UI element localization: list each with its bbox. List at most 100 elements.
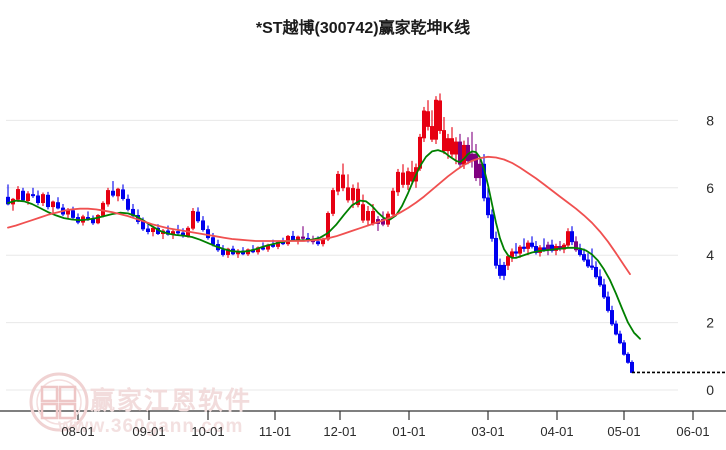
candle-body-down xyxy=(630,361,635,373)
candle-body-down xyxy=(36,195,41,204)
candle-body-doji xyxy=(300,236,305,239)
candle-body-up xyxy=(461,144,466,165)
candle-body-up xyxy=(421,110,426,139)
candle-body-down xyxy=(20,190,25,201)
candle-body-up xyxy=(190,210,195,229)
candle-body-down xyxy=(260,247,265,250)
x-axis-tick-label: 08-01 xyxy=(61,424,95,439)
candle-body-down xyxy=(290,235,295,241)
candle-body-down xyxy=(111,190,116,196)
candle-body-up xyxy=(96,215,101,224)
moving-average-lines xyxy=(7,149,641,340)
candle-body-up xyxy=(425,111,430,127)
gridlines xyxy=(6,119,678,391)
candle-body-down xyxy=(145,228,150,233)
candle-body-down xyxy=(6,196,11,205)
candle-body-down xyxy=(610,310,615,325)
candle-body-up xyxy=(505,256,510,266)
candle-body-up xyxy=(335,173,340,192)
candle-body-up xyxy=(433,99,438,140)
candle-body-down xyxy=(485,197,490,216)
candle-body-down xyxy=(622,342,627,355)
candle-body-down xyxy=(514,251,519,254)
x-axis-tick-label: 09-01 xyxy=(132,424,166,439)
candle-body-up xyxy=(150,227,155,233)
y-axis-tick-label: 4 xyxy=(706,247,714,263)
candle-body-down xyxy=(46,194,51,208)
candle-body-down xyxy=(56,202,61,209)
candle-body-up xyxy=(345,187,350,201)
x-axis xyxy=(0,410,726,420)
candle-body-up xyxy=(106,190,111,205)
candle-body-doji xyxy=(457,141,462,165)
candle-body-down xyxy=(550,244,555,251)
candle-body-up xyxy=(355,188,360,206)
y-axis-tick-label: 8 xyxy=(706,112,714,128)
page-title: *ST越博(300742)赢家乾坤K线 xyxy=(255,20,471,37)
y-axis-tick-label: 6 xyxy=(706,180,714,196)
candle-body-up xyxy=(116,188,121,197)
candle-body-up xyxy=(509,251,514,257)
candle-body-up xyxy=(101,202,106,216)
candle-body-down xyxy=(71,210,76,218)
candle-body-down xyxy=(91,219,96,224)
candle-body-down xyxy=(195,211,200,222)
candle-body-down xyxy=(220,249,225,255)
candle-body-up xyxy=(400,172,405,185)
candle-body-down xyxy=(497,264,502,276)
candle-body-down xyxy=(315,241,320,245)
candle-body-doji xyxy=(473,153,478,179)
x-axis-tick-label: 12-01 xyxy=(323,424,357,439)
candle-body-down xyxy=(602,284,607,298)
candle-body-down xyxy=(626,353,631,363)
candle-body-down xyxy=(210,237,215,245)
candle-body-down xyxy=(481,163,486,199)
candle-body-down xyxy=(530,242,535,247)
candle-body-up xyxy=(518,246,523,254)
y-axis-tick-label: 2 xyxy=(706,315,714,331)
x-axis-tick-label: 03-01 xyxy=(471,424,505,439)
candle-body-down xyxy=(205,229,210,239)
candle-body-up xyxy=(325,213,330,240)
candle-body-down xyxy=(501,264,506,276)
x-axis-tick-label: 04-01 xyxy=(540,424,574,439)
candle-body-up xyxy=(330,190,335,214)
candle-body-up xyxy=(409,171,414,182)
candle-body-down xyxy=(594,266,599,278)
candle-body-up xyxy=(41,194,46,204)
y-axis-labels: 0 2 4 6 8 xyxy=(706,112,714,398)
candle-body-down xyxy=(140,221,145,230)
candle-body-down xyxy=(590,265,595,268)
candle-body-up xyxy=(445,138,450,152)
candle-body-up xyxy=(370,210,375,224)
candle-body-down xyxy=(582,254,587,261)
candle-body-down xyxy=(126,198,131,210)
candle-body-down xyxy=(578,249,583,255)
ma-line-ma-slow xyxy=(7,155,631,275)
candle-body-up xyxy=(225,248,230,255)
x-axis-tick-label: 05-01 xyxy=(607,424,641,439)
candle-body-up xyxy=(566,231,571,246)
x-axis-tick-label: 06-01 xyxy=(676,424,710,439)
candle-body-up xyxy=(295,236,300,241)
candle-body-up xyxy=(395,171,400,193)
candle-body-up xyxy=(25,193,30,202)
candle-body-up xyxy=(340,174,345,189)
candle-body-up xyxy=(350,188,355,201)
candle-body-down xyxy=(270,244,275,247)
candle-body-down xyxy=(598,276,603,286)
candle-body-up xyxy=(365,210,370,221)
candle-body-down xyxy=(175,231,180,234)
candle-body-up xyxy=(441,130,446,152)
candle-body-down xyxy=(586,259,591,267)
candle-body-up xyxy=(360,204,365,221)
x-axis-tick-label: 10-01 xyxy=(191,424,225,439)
candle-body-down xyxy=(570,231,575,243)
candle-body-up xyxy=(429,126,434,140)
candle-body-down xyxy=(618,333,623,344)
candle-body-down xyxy=(522,246,527,249)
candle-body-doji xyxy=(574,241,579,251)
candle-body-down xyxy=(489,214,494,239)
